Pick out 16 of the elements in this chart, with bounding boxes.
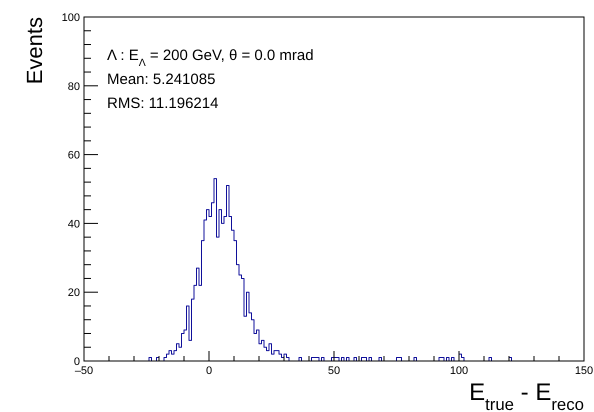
x-tick-label: 150 (574, 365, 594, 377)
x-tick-label: 50 (328, 365, 340, 377)
annotation: Λ : E$_{Λ}$ = 200 GeV, θ = 0.0 mrad (107, 47, 314, 69)
x-tick-label: –50 (74, 365, 94, 377)
y-tick-label: 20 (68, 287, 80, 300)
y-tick-label: 100 (62, 12, 80, 24)
annotation: Mean: 5.241085 (107, 71, 216, 88)
y-tick-label: 60 (68, 150, 80, 162)
annotation: RMS: 11.196214 (107, 95, 218, 112)
y-tick-label: 40 (68, 218, 80, 230)
x-tick-label: 100 (450, 365, 468, 377)
y-tick-label: 80 (68, 80, 80, 93)
y-axis-title: Events (22, 17, 47, 84)
x-axis-title: E$_{true}$ - E$_{reco}$ (469, 379, 584, 412)
y-tick-label: 0 (74, 356, 80, 368)
x-tick-label: 0 (206, 365, 212, 377)
